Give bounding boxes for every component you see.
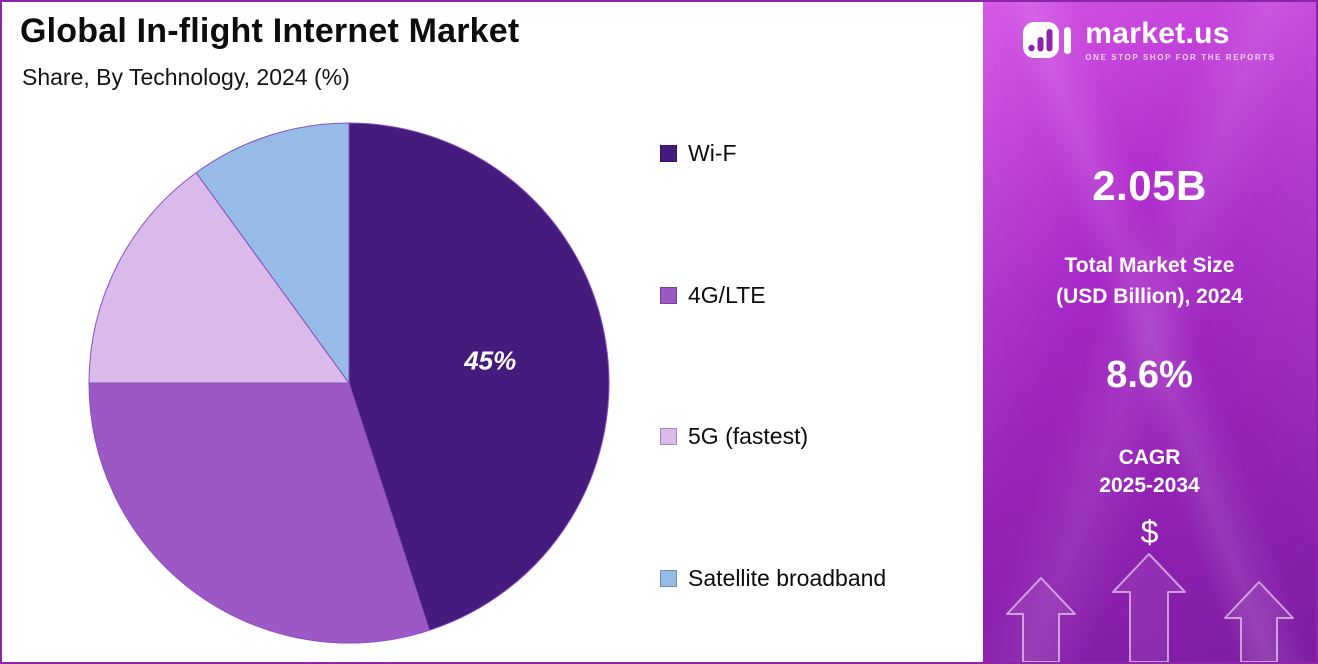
page-title: Global In-flight Internet Market: [20, 12, 520, 50]
pie-slice-1: [88, 382, 430, 644]
legend-label: Wi-F: [688, 140, 737, 166]
pie-slice-3: [195, 122, 350, 385]
brand-tagline: ONE STOP SHOP FOR THE REPORTS: [1085, 52, 1276, 62]
market-size-value: 2.05B: [1092, 162, 1207, 209]
legend-swatch: [660, 569, 677, 587]
cagr-label: CAGR 2025-2034: [983, 444, 1316, 500]
chart-area: Global In-flight Internet Market Share, …: [2, 2, 985, 662]
brand-sidebar: market.us ONE STOP SHOP FOR THE REPORTS …: [983, 2, 1316, 662]
legend-swatch: [660, 145, 677, 162]
dollar-icon: $: [1140, 514, 1159, 550]
legend-item: Wi-F: [660, 140, 980, 167]
legend-item: 4G/LTE: [660, 282, 980, 309]
brand-logo-text: market.us ONE STOP SHOP FOR THE REPORTS: [1085, 16, 1276, 62]
pie-chart: 45%: [88, 122, 610, 644]
cagr-label-line1: CAGR: [1118, 446, 1181, 469]
legend-label: 5G (fastest): [688, 423, 809, 450]
legend-swatch: [660, 286, 677, 304]
chart-subtitle: Share, By Technology, 2024 (%): [22, 64, 350, 90]
pie-slice-2: [88, 171, 350, 384]
market-size-label-line2: (USD Billion), 2024: [1056, 285, 1243, 308]
legend-item: 5G (fastest): [660, 423, 980, 450]
cagr-period: 2025-2034: [1099, 474, 1200, 497]
market-size-label: Total Market Size (USD Billion), 2024: [983, 250, 1316, 312]
legend-label: Satellite broadband: [688, 564, 887, 591]
pie-slice-0: [348, 122, 610, 631]
chart-legend: Wi-F 4G/LTE 5G (fastest) Satellite broadban…: [660, 140, 980, 592]
cagr-value: 8.6%: [1106, 354, 1193, 396]
pie-data-label: 45%: [463, 346, 516, 376]
growth-arrows-icon: [1006, 553, 1294, 662]
marketus-logo-icon: [1023, 22, 1072, 58]
legend-swatch: [660, 428, 677, 446]
legend-label: 4G/LTE: [688, 281, 766, 308]
brand-logo: market.us ONE STOP SHOP FOR THE REPORTS: [983, 18, 1316, 62]
market-size-label-line1: Total Market Size: [1064, 254, 1235, 277]
legend-item: Satellite broadband: [660, 565, 980, 592]
brand-name: market.us: [1085, 16, 1230, 50]
